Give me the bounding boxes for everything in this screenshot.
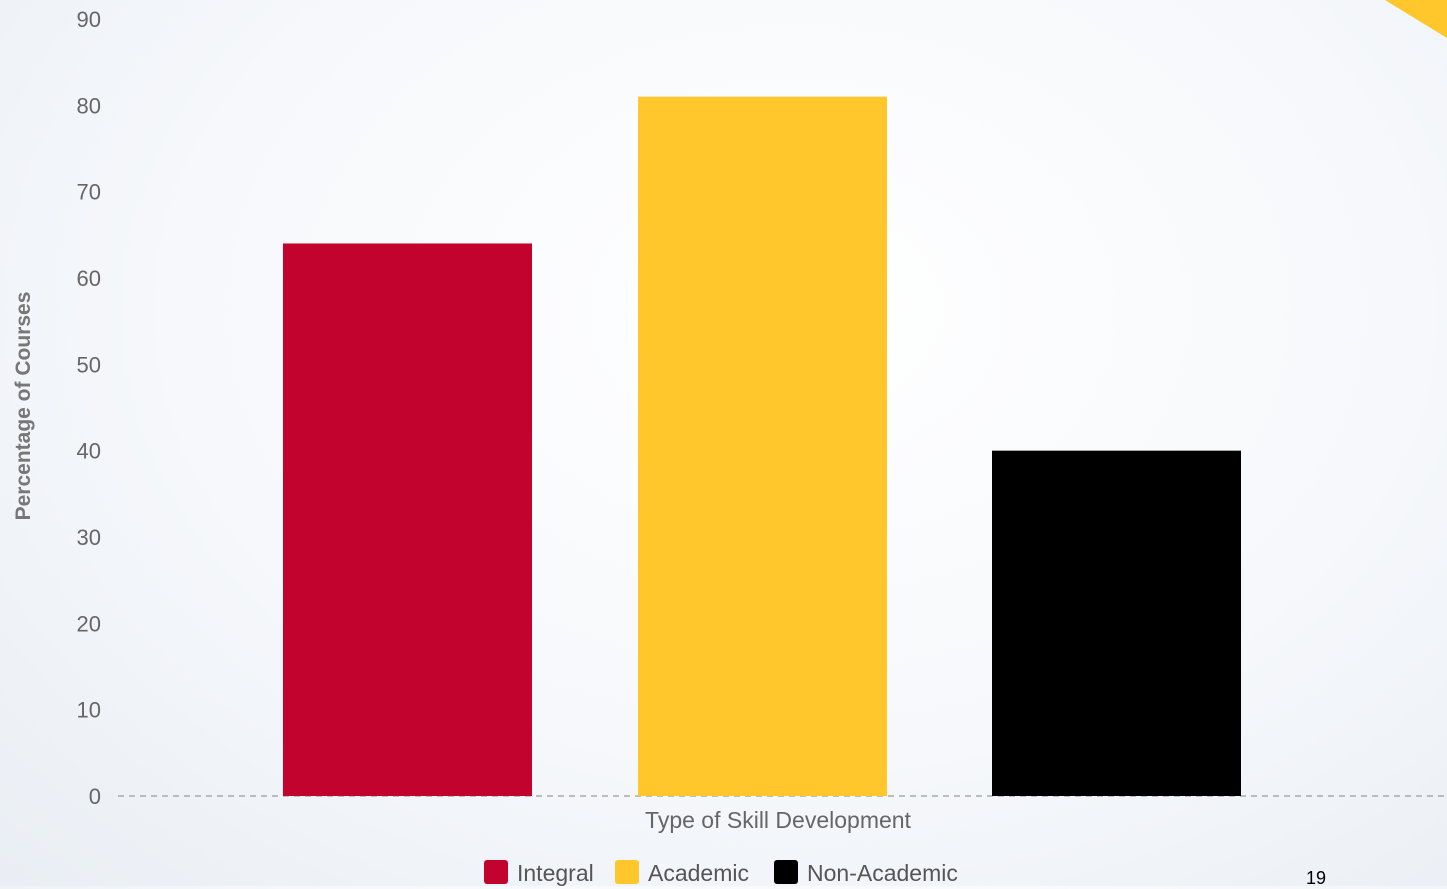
y-tick-label: 50 xyxy=(77,352,101,377)
y-tick-label: 10 xyxy=(77,698,101,723)
y-tick-label: 90 xyxy=(77,7,101,32)
y-tick-label: 20 xyxy=(77,611,101,636)
y-tick-label: 70 xyxy=(77,180,101,205)
y-tick-label: 80 xyxy=(77,93,101,118)
legend-label: Non-Academic xyxy=(807,860,958,886)
legend-swatch xyxy=(615,860,639,884)
bar-non-academic xyxy=(992,450,1241,796)
x-axis-label: Type of Skill Development xyxy=(645,807,912,833)
page-number: 19 xyxy=(1306,868,1327,888)
legend: Integral Academic Non-Academic xyxy=(484,860,958,886)
y-axis-ticks: 0 10 20 30 40 50 60 70 80 90 xyxy=(77,7,101,809)
bar-integral xyxy=(283,243,532,796)
y-tick-label: 0 xyxy=(89,784,101,809)
bars xyxy=(283,96,1241,796)
legend-swatch xyxy=(484,860,508,884)
bar-academic xyxy=(638,96,887,796)
corner-accent xyxy=(1385,0,1447,38)
y-tick-label: 30 xyxy=(77,525,101,550)
y-tick-label: 40 xyxy=(77,439,101,464)
y-tick-label: 60 xyxy=(77,266,101,291)
y-axis-label: Percentage of Courses xyxy=(12,292,35,521)
legend-label: Integral xyxy=(517,860,594,886)
legend-swatch xyxy=(774,860,798,884)
legend-label: Academic xyxy=(648,860,749,886)
